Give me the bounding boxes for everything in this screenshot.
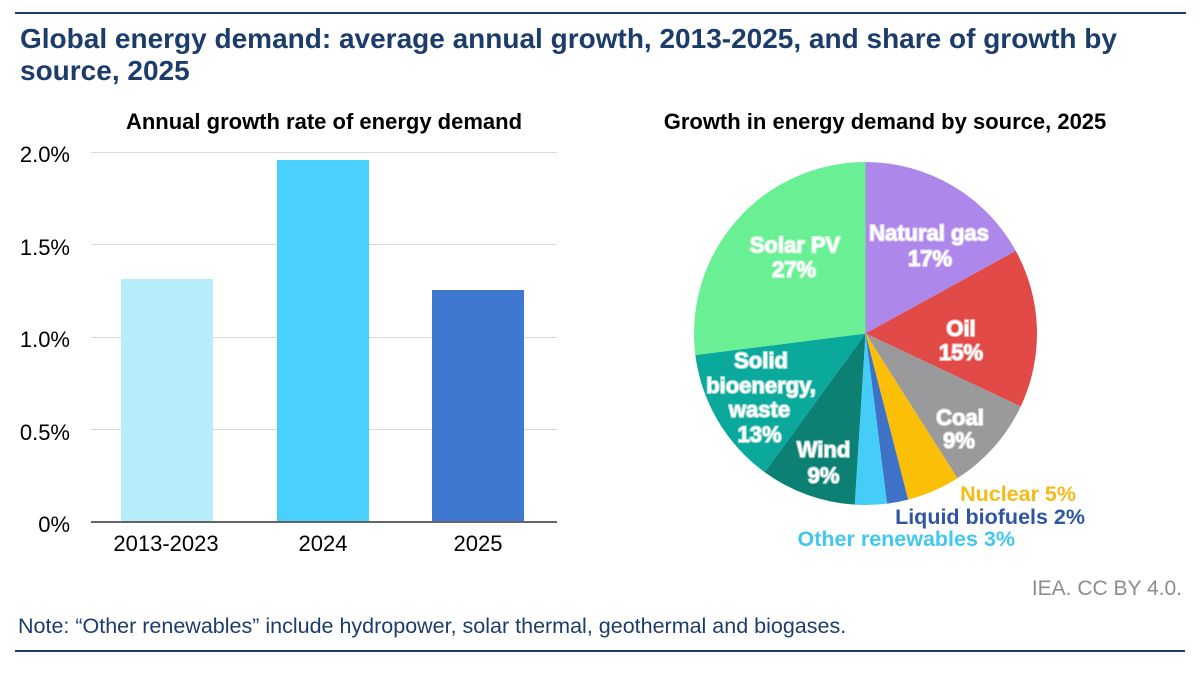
- svg-text:27%: 27%: [772, 257, 816, 282]
- svg-text:9%: 9%: [808, 463, 840, 488]
- svg-text:Solid: Solid: [734, 348, 788, 373]
- svg-text:Liquid biofuels 2%: Liquid biofuels 2%: [895, 505, 1085, 529]
- svg-text:waste: waste: [728, 397, 790, 422]
- svg-text:Solar PV: Solar PV: [750, 233, 841, 258]
- svg-text:Oil: Oil: [946, 316, 975, 341]
- svg-text:Nuclear 5%: Nuclear 5%: [960, 482, 1076, 506]
- svg-text:Wind: Wind: [797, 437, 851, 462]
- svg-text:15%: 15%: [939, 340, 983, 365]
- svg-text:13%: 13%: [737, 422, 781, 447]
- svg-text:17%: 17%: [908, 246, 952, 271]
- svg-text:9%: 9%: [943, 428, 975, 453]
- svg-text:Coal: Coal: [936, 405, 984, 430]
- svg-text:Natural gas: Natural gas: [869, 221, 989, 246]
- svg-text:bioenergy,: bioenergy,: [706, 373, 816, 398]
- svg-text:Other renewables 3%: Other renewables 3%: [798, 527, 1015, 551]
